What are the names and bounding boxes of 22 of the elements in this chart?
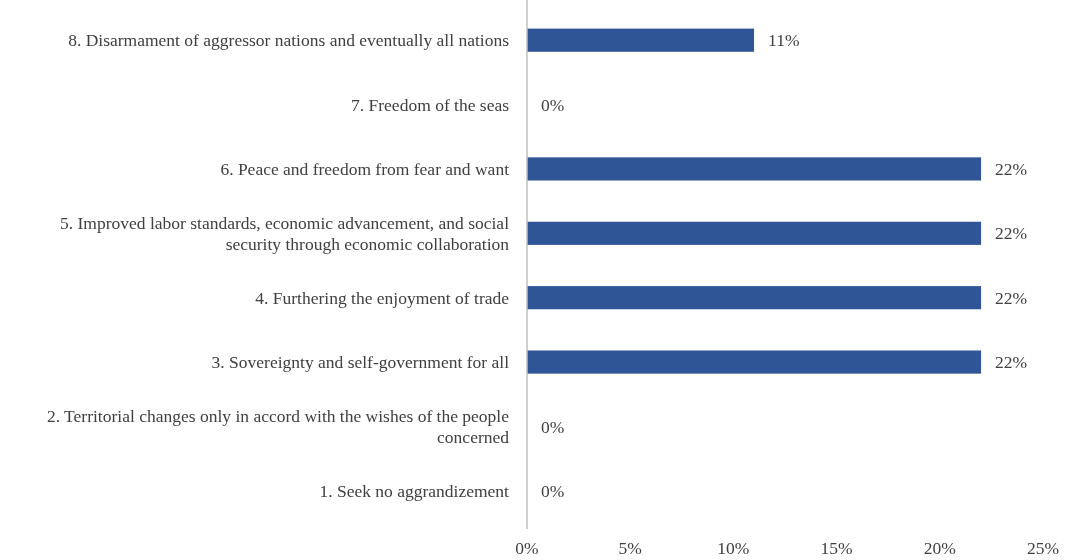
data-label: 22% [995, 287, 1028, 308]
data-label: 11% [768, 30, 800, 51]
y-tick-label: 4. Furthering the enjoyment of trade [255, 287, 510, 308]
x-tick-label: 15% [820, 538, 853, 558]
data-label: 22% [995, 159, 1028, 180]
data-label: 0% [541, 416, 565, 437]
data-label: 0% [541, 480, 565, 501]
y-tick-label: 7. Freedom of the seas [351, 94, 510, 115]
x-tick-label: 25% [1026, 538, 1060, 558]
y-tick-label: 1. Seek no aggrandizement [319, 480, 510, 501]
x-tick-label: 0% [515, 538, 539, 558]
x-tick-label: 5% [618, 538, 642, 558]
y-tick-label: 3. Sovereignty and self-government for all [211, 352, 510, 373]
x-tick-label: 10% [717, 538, 750, 558]
x-tick-label: 20% [923, 538, 956, 558]
data-label: 0% [541, 94, 565, 115]
y-tick-label: 5. Improved labor standards, economic advancement, and social security through economic collaboration [59, 212, 510, 254]
y-tick-label: 2. Territorial changes only in accord with the wishes of the people concerned [46, 406, 510, 448]
y-tick-label: 8. Disarmament of aggressor nations and eventually all nations [68, 30, 510, 51]
data-label: 22% [995, 223, 1028, 244]
y-tick-label: 6. Peace and freedom from fear and want [220, 159, 510, 180]
data-label: 22% [995, 352, 1028, 373]
